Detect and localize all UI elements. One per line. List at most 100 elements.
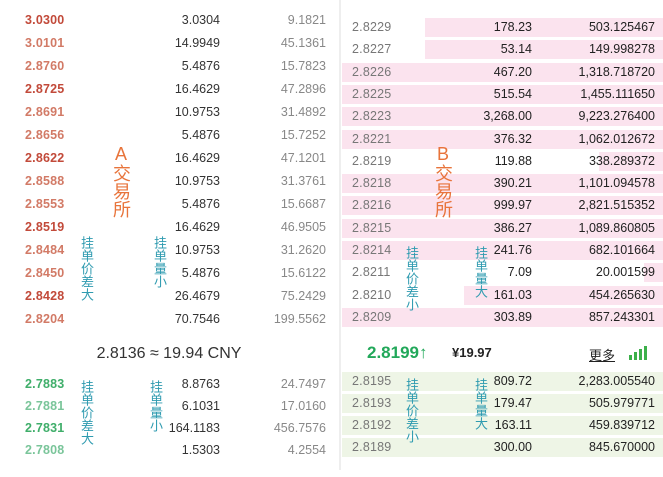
depth-bar xyxy=(342,107,663,127)
price-cell: 2.8428 xyxy=(25,289,65,303)
total-cell: 1,089.860805 xyxy=(578,220,655,235)
depth-bar xyxy=(342,62,663,82)
total-cell: 1,062.012672 xyxy=(578,131,655,146)
price-cell: 2.8221 xyxy=(352,131,392,146)
depth-bar xyxy=(342,394,663,413)
ask-row[interactable]: 2.8622 16.4629 47.1201 xyxy=(0,148,338,169)
ask-row[interactable]: 2.8760 5.4876 15.7823 xyxy=(0,56,338,77)
qty-cell: 26.4679 xyxy=(174,289,220,303)
qty-cell: 6.1031 xyxy=(181,399,220,413)
total-cell: 17.0160 xyxy=(280,399,326,413)
total-cell: 24.7497 xyxy=(280,377,326,391)
ask-row[interactable]: 2.8221 376.32 1,062.012672 xyxy=(342,129,663,150)
total-cell: 15.6687 xyxy=(280,197,326,211)
price-cell: 2.8519 xyxy=(25,220,65,234)
depth-bar xyxy=(342,307,663,327)
price-cell: 2.8204 xyxy=(25,312,65,326)
depth-bar xyxy=(342,129,663,149)
qty-cell: 467.20 xyxy=(493,64,532,79)
ask-row[interactable]: 2.8226 467.20 1,318.718720 xyxy=(342,62,663,83)
ask-row[interactable]: 2.8691 10.9753 31.4892 xyxy=(0,102,338,123)
ask-row[interactable]: 2.8428 26.4679 75.2429 xyxy=(0,286,338,307)
ask-row[interactable]: 2.8210 161.03 454.265630 xyxy=(342,285,663,306)
depth-bar xyxy=(342,196,663,216)
ask-row[interactable]: 2.8218 390.21 1,101.094578 xyxy=(342,173,663,194)
qty-cell: 5.4876 xyxy=(181,59,220,73)
qty-cell: 390.21 xyxy=(493,176,532,191)
ask-row[interactable]: 2.8225 515.54 1,455.111650 xyxy=(342,84,663,105)
ask-row[interactable]: 2.8211 7.09 20.001599 xyxy=(342,262,663,283)
ask-row[interactable]: 2.8219 119.88 338.289372 xyxy=(342,151,663,172)
ask-row[interactable]: 2.8484 10.9753 31.2620 xyxy=(0,240,338,261)
ask-row[interactable]: 2.8204 70.7546 199.5562 xyxy=(0,309,338,330)
exchange-b-orderbook: 2.8229 178.23 503.125467 2.8227 53.14 149.998… xyxy=(342,0,663,477)
total-cell: 338.289372 xyxy=(588,153,655,168)
qty-cell: 53.14 xyxy=(500,42,532,57)
total-cell: 199.5562 xyxy=(273,312,326,326)
price-cell: 2.8210 xyxy=(352,287,392,302)
signal-bars-icon[interactable] xyxy=(629,346,651,360)
bid-row[interactable]: 2.7808 1.5303 4.2554 xyxy=(0,440,338,461)
ask-row[interactable]: 2.8725 16.4629 47.2896 xyxy=(0,79,338,100)
depth-bar xyxy=(598,151,663,171)
price-cell: 2.8214 xyxy=(352,243,392,257)
ask-row[interactable]: 2.8553 5.4876 15.6687 xyxy=(0,194,338,215)
total-cell: 1,318.718720 xyxy=(578,64,655,79)
ask-row[interactable]: 2.8223 3,268.00 9,223.276400 xyxy=(342,106,663,127)
price-cell: 2.8622 xyxy=(25,151,65,165)
ask-row[interactable]: 2.8588 10.9753 31.3761 xyxy=(0,171,338,192)
total-cell: 149.998278 xyxy=(588,42,655,57)
more-link[interactable]: 更多 xyxy=(589,348,616,363)
price-cell: 2.8223 xyxy=(352,109,392,124)
bid-row[interactable]: 2.8193 179.47 505.979771 xyxy=(342,393,663,414)
total-cell: 4.2554 xyxy=(287,443,326,457)
qty-cell: 10.9753 xyxy=(174,174,220,188)
ask-row[interactable]: 2.8519 16.4629 46.9505 xyxy=(0,217,338,238)
ask-row[interactable]: 3.0101 14.9949 45.1361 xyxy=(0,33,338,54)
depth-bar xyxy=(342,174,663,194)
ask-row[interactable]: 2.8227 53.14 149.998278 xyxy=(342,39,663,60)
bid-row[interactable]: 2.7831 164.1183 456.7576 xyxy=(0,418,338,439)
price-cell: 2.8484 xyxy=(25,243,65,257)
qty-cell: 161.03 xyxy=(493,287,532,302)
depth-bar xyxy=(342,241,663,260)
qty-cell: 16.4629 xyxy=(174,82,220,96)
bid-row[interactable]: 2.8195 809.72 2,283.005540 xyxy=(342,371,663,392)
bid-row[interactable]: 2.7883 8.8763 24.7497 xyxy=(0,374,338,395)
exchange-a-spread-note: 挂单价差大 xyxy=(79,236,94,301)
bid-row[interactable]: 2.8192 163.11 459.839712 xyxy=(342,415,663,436)
qty-cell: 300.00 xyxy=(493,440,532,454)
ask-row[interactable]: 3.0300 3.0304 9.1821 xyxy=(0,10,338,31)
bid-row[interactable]: 2.7881 6.1031 17.0160 xyxy=(0,396,338,417)
price-cell: 2.8725 xyxy=(25,82,65,96)
total-cell: 47.1201 xyxy=(280,151,326,165)
depth-bar xyxy=(342,438,663,457)
ask-row[interactable]: 2.8214 241.76 682.101664 xyxy=(342,240,663,261)
ask-row[interactable]: 2.8216 999.97 2,821.515352 xyxy=(342,195,663,216)
ask-row[interactable]: 2.8229 178.23 503.125467 xyxy=(342,17,663,38)
qty-cell: 3.0304 xyxy=(181,13,220,27)
price-cell: 2.8227 xyxy=(352,42,392,57)
qty-cell: 5.4876 xyxy=(181,197,220,211)
ask-row[interactable]: 2.8209 303.89 857.243301 xyxy=(342,307,663,328)
qty-cell: 303.89 xyxy=(493,309,532,324)
qty-cell: 999.97 xyxy=(493,198,532,213)
qty-cell: 10.9753 xyxy=(174,105,220,119)
price-cell: 2.8225 xyxy=(352,86,392,101)
price-cell: 2.8691 xyxy=(25,105,65,119)
price-cell: 2.8219 xyxy=(352,153,392,168)
ask-row[interactable]: 2.8450 5.4876 15.6122 xyxy=(0,263,338,284)
total-cell: 2,821.515352 xyxy=(578,198,655,213)
exchange-b-label: B交易所 xyxy=(433,144,453,218)
qty-cell: 3,268.00 xyxy=(483,109,532,124)
bid-row[interactable]: 2.8189 300.00 845.670000 xyxy=(342,437,663,458)
qty-cell: 7.09 xyxy=(507,265,532,280)
last-price-cny: ¥19.97 xyxy=(452,345,492,360)
ask-row[interactable]: 2.8215 386.27 1,089.860805 xyxy=(342,218,663,239)
price-cell: 2.8656 xyxy=(25,128,65,142)
total-cell: 45.1361 xyxy=(280,36,326,50)
exchange-b-spread-note: 挂单价差小 xyxy=(404,246,419,311)
ask-row[interactable]: 2.8656 5.4876 15.7252 xyxy=(0,125,338,146)
total-cell: 20.001599 xyxy=(595,265,655,280)
depth-bar xyxy=(463,285,663,305)
